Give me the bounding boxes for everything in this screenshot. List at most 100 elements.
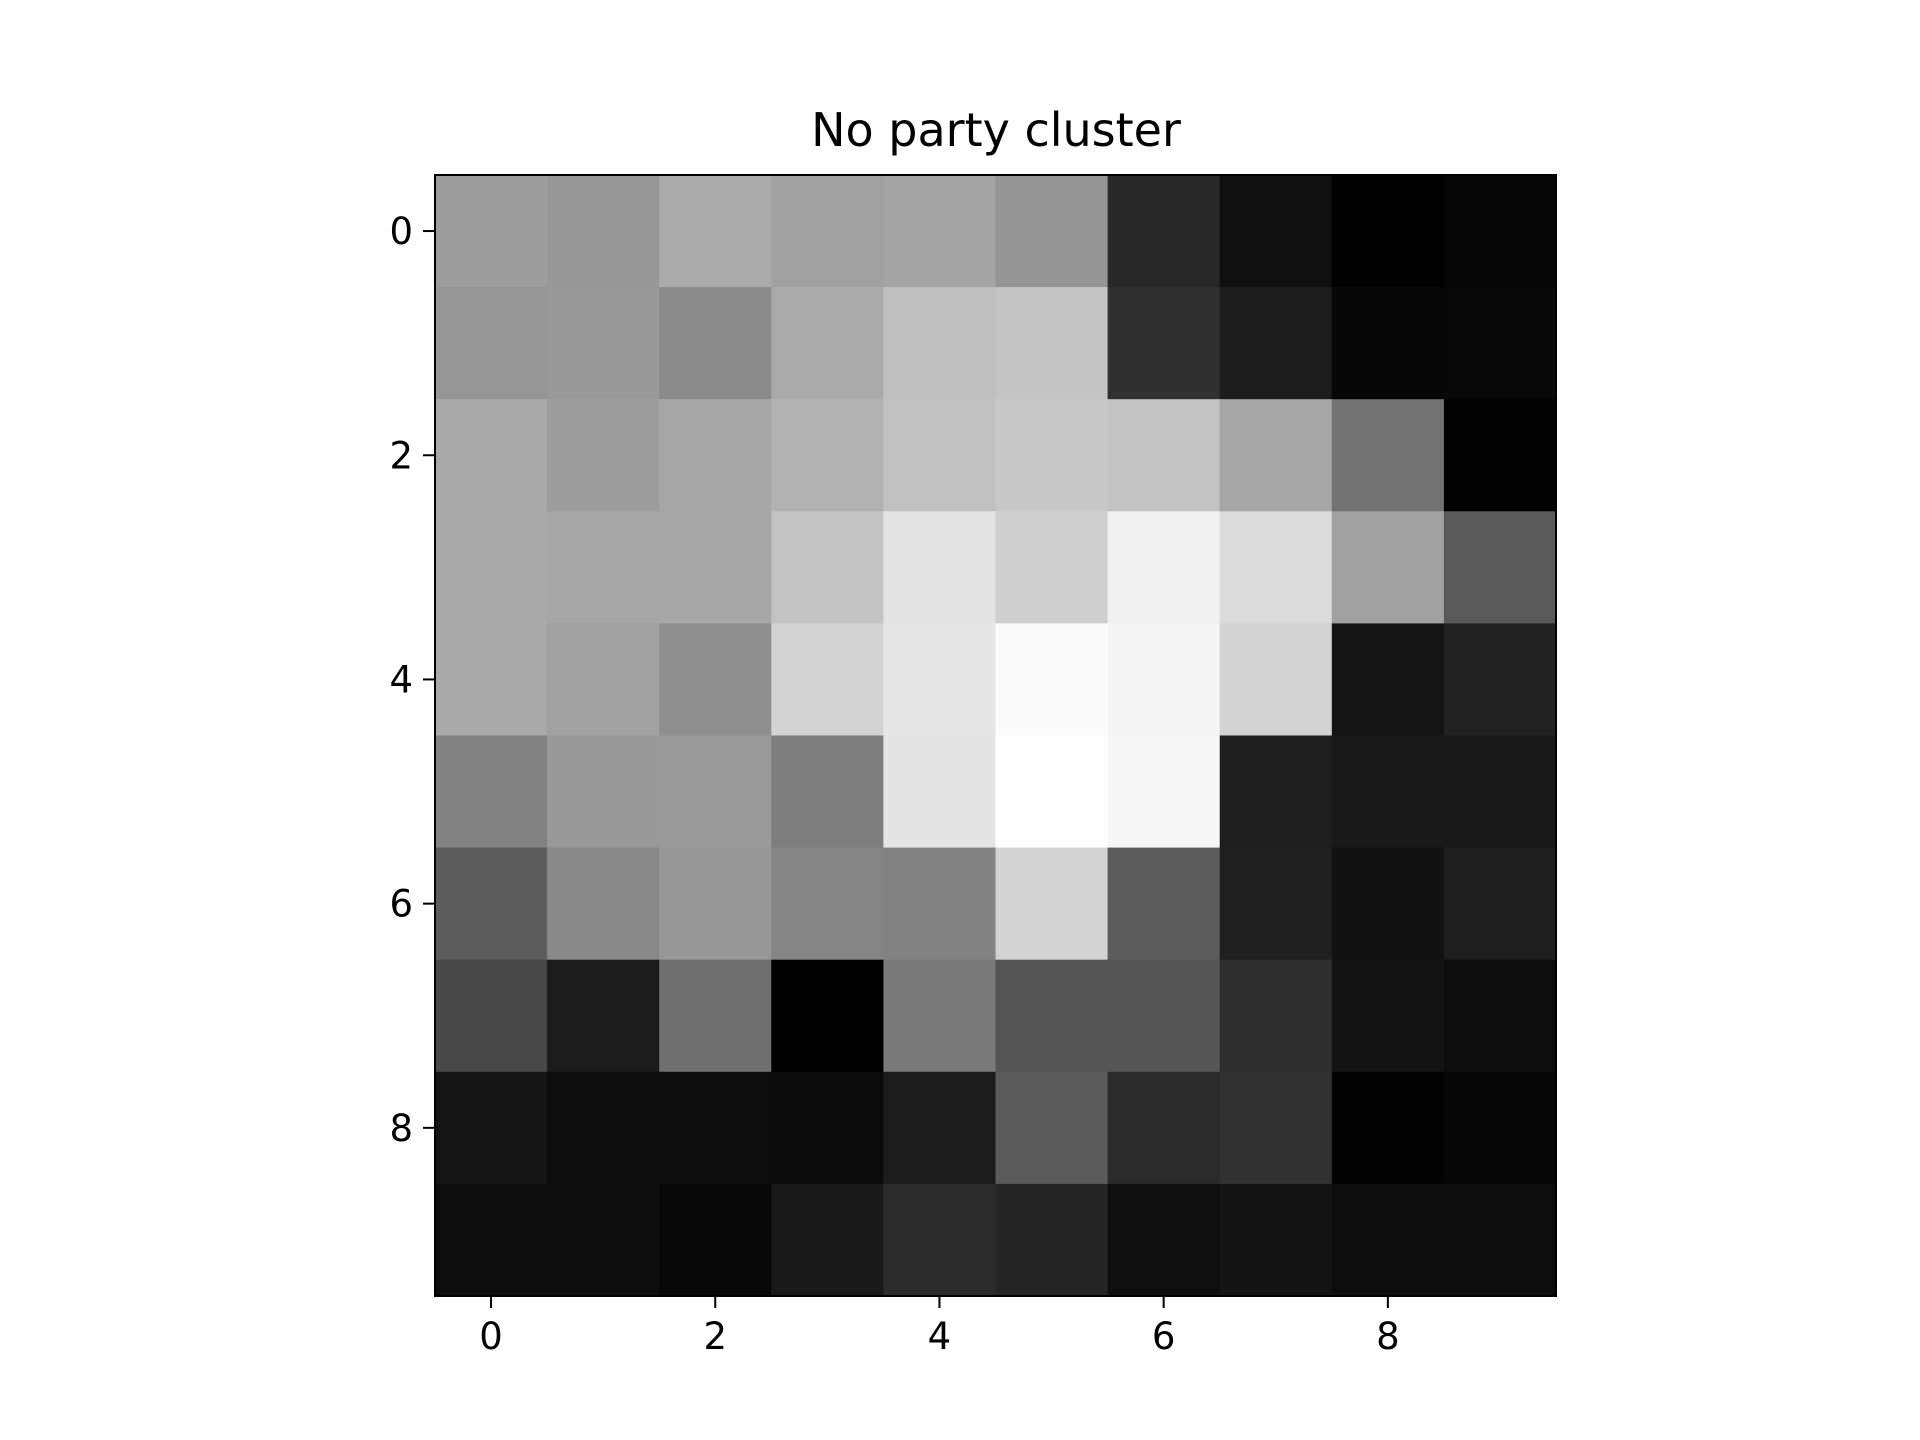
heatmap-cell-r3-c1	[547, 511, 660, 624]
heatmap-cell-r9-c6	[1107, 1183, 1221, 1297]
heatmap-cell-r6-c8	[1331, 847, 1445, 961]
heatmap-cell-r4-c9	[1443, 623, 1557, 737]
heatmap-cell-r9-c7	[1219, 1183, 1333, 1297]
heatmap-cell-r4-c5	[995, 623, 1109, 737]
heatmap-cell-r8-c3	[771, 1071, 884, 1185]
heatmap-cell-r9-c1	[547, 1183, 660, 1297]
heatmap-cell-r5-c5	[995, 735, 1109, 849]
heatmap-cell-r1-c9	[1443, 287, 1557, 400]
heatmap-cell-r4-c7	[1219, 623, 1333, 737]
heatmap-cell-r1-c0	[435, 287, 548, 400]
heatmap-cell-r2-c2	[659, 399, 772, 512]
heatmap-cell-r5-c7	[1219, 735, 1333, 849]
heatmap-cell-r6-c7	[1219, 847, 1333, 961]
heatmap-cell-r8-c8	[1331, 1071, 1445, 1185]
x-axis: 0 2 4 6 8	[479, 1296, 1400, 1358]
heatmap-cell-r6-c9	[1443, 847, 1557, 961]
heatmap-cell-r7-c5	[995, 959, 1109, 1073]
heatmap-cell-r9-c2	[659, 1183, 772, 1297]
x-tick-label-0: 0	[479, 1315, 503, 1358]
heatmap-cell-r2-c4	[883, 399, 997, 512]
heatmap-cell-r1-c3	[771, 287, 884, 400]
x-tick-label-4: 4	[928, 1315, 952, 1358]
heatmap-cell-r1-c7	[1219, 287, 1333, 400]
y-axis: 0 2 4 6 8	[389, 210, 435, 1150]
heatmap-cell-r7-c0	[435, 959, 548, 1073]
heatmap-cell-r8-c6	[1107, 1071, 1221, 1185]
heatmap-cell-r7-c9	[1443, 959, 1557, 1073]
heatmap-cell-r8-c9	[1443, 1071, 1557, 1185]
heatmap-cell-r9-c0	[435, 1183, 548, 1297]
heatmap-cell-r3-c3	[771, 511, 884, 624]
heatmap-cell-r2-c7	[1219, 399, 1333, 512]
heatmap-cell-r0-c6	[1107, 175, 1221, 288]
heatmap-cell-r4-c1	[547, 623, 660, 737]
heatmap-cell-r7-c3	[771, 959, 884, 1073]
heatmap-cell-r7-c1	[547, 959, 660, 1073]
heatmap-cell-r9-c4	[883, 1183, 997, 1297]
x-tick-label-2: 2	[703, 1315, 727, 1358]
heatmap-cell-r6-c2	[659, 847, 772, 961]
heatmap-cell-r5-c0	[435, 735, 548, 849]
heatmap-cell-r4-c6	[1107, 623, 1221, 737]
heatmap-cell-r9-c8	[1331, 1183, 1445, 1297]
heatmap-cell-r3-c5	[995, 511, 1109, 624]
heatmap-cell-r1-c4	[883, 287, 997, 400]
heatmap-cell-r3-c6	[1107, 511, 1221, 624]
heatmap-cell-r5-c3	[771, 735, 884, 849]
heatmap-cell-r1-c8	[1331, 287, 1445, 400]
heatmap-cell-r3-c9	[1443, 511, 1557, 624]
heatmap-cell-r5-c4	[883, 735, 997, 849]
heatmap-cell-r6-c5	[995, 847, 1109, 961]
heatmap-cell-r8-c1	[547, 1071, 660, 1185]
y-tick-label-8: 8	[389, 1107, 413, 1150]
heatmap-cell-r7-c6	[1107, 959, 1221, 1073]
heatmap-cells	[435, 175, 1557, 1297]
heatmap-cell-r0-c4	[883, 175, 997, 288]
heatmap-cell-r2-c0	[435, 399, 548, 512]
heatmap-cell-r8-c4	[883, 1071, 997, 1185]
heatmap-cell-r3-c4	[883, 511, 997, 624]
heatmap-cell-r0-c0	[435, 175, 548, 288]
heatmap-cell-r1-c5	[995, 287, 1109, 400]
heatmap-cell-r0-c5	[995, 175, 1109, 288]
heatmap-cell-r7-c8	[1331, 959, 1445, 1073]
x-tick-label-6: 6	[1152, 1315, 1176, 1358]
heatmap-cell-r4-c3	[771, 623, 884, 737]
heatmap-cell-r6-c0	[435, 847, 548, 961]
x-tick-label-8: 8	[1376, 1315, 1400, 1358]
y-tick-label-6: 6	[389, 883, 413, 926]
heatmap-cell-r0-c9	[1443, 175, 1557, 288]
heatmap-cell-r0-c2	[659, 175, 772, 288]
heatmap-cell-r3-c0	[435, 511, 548, 624]
heatmap-cell-r5-c9	[1443, 735, 1557, 849]
heatmap-cell-r1-c2	[659, 287, 772, 400]
heatmap-cell-r0-c8	[1331, 175, 1445, 288]
y-tick-label-0: 0	[389, 210, 413, 253]
heatmap-cell-r8-c0	[435, 1071, 548, 1185]
heatmap-cell-r7-c7	[1219, 959, 1333, 1073]
heatmap-cell-r2-c9	[1443, 399, 1557, 512]
heatmap-cell-r4-c8	[1331, 623, 1445, 737]
chart-title: No party cluster	[811, 103, 1181, 157]
heatmap-cell-r4-c2	[659, 623, 772, 737]
heatmap-cell-r6-c6	[1107, 847, 1221, 961]
heatmap-cell-r6-c1	[547, 847, 660, 961]
heatmap-cell-r7-c4	[883, 959, 997, 1073]
heatmap-cell-r0-c3	[771, 175, 884, 288]
heatmap-cell-r9-c9	[1443, 1183, 1557, 1297]
heatmap-cell-r1-c1	[547, 287, 660, 400]
heatmap-cell-r2-c3	[771, 399, 884, 512]
heatmap-cell-r8-c2	[659, 1071, 772, 1185]
heatmap-cell-r5-c1	[547, 735, 660, 849]
heatmap-cell-r2-c1	[547, 399, 660, 512]
heatmap-cell-r6-c3	[771, 847, 884, 961]
y-tick-label-4: 4	[389, 658, 413, 701]
heatmap-cell-r4-c4	[883, 623, 997, 737]
plot-frame	[434, 174, 1557, 1297]
heatmap-cell-r7-c2	[659, 959, 772, 1073]
heatmap-cell-r0-c1	[547, 175, 660, 288]
heatmap-cell-r0-c7	[1219, 175, 1333, 288]
heatmap-cell-r5-c2	[659, 735, 772, 849]
